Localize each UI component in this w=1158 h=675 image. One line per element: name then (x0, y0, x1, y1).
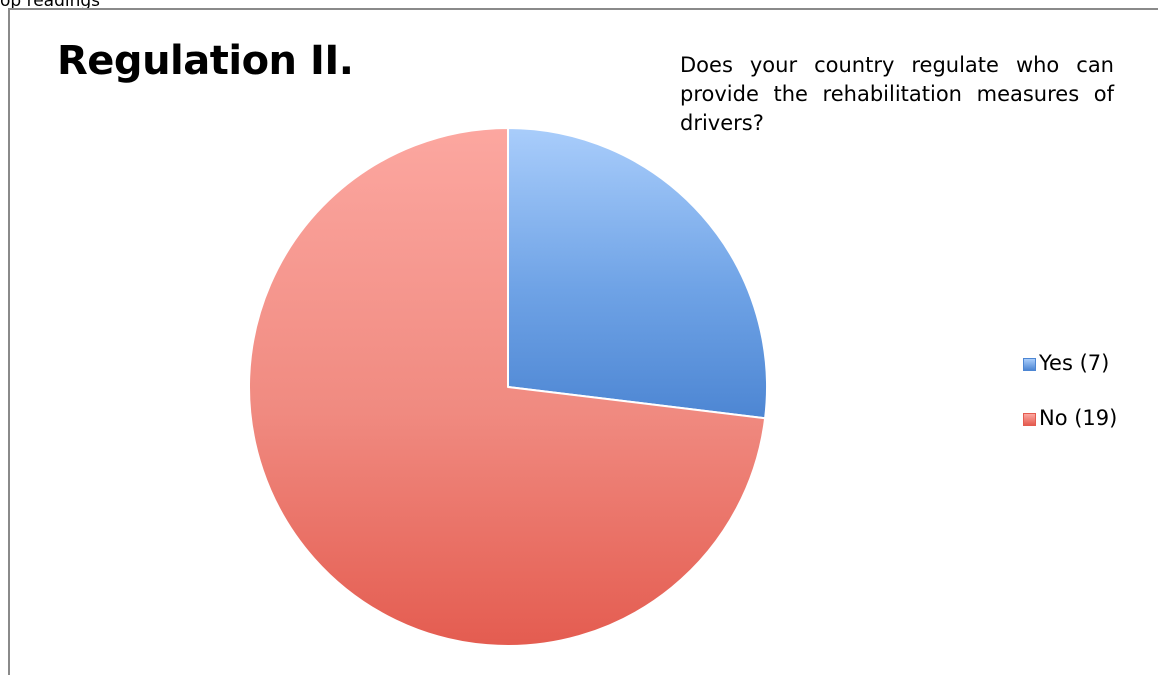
legend-swatch-no (1023, 412, 1036, 426)
chart-question: Does your country regulate who can provi… (680, 53, 1114, 135)
pie-slices (248, 127, 768, 647)
frame-border-top (8, 8, 1158, 10)
legend-item-no: No (19) (1023, 403, 1117, 433)
frame-border-left (8, 8, 10, 675)
pie-slice-no (248, 127, 767, 647)
legend-item-yes: Yes (7) (1023, 348, 1117, 378)
legend: Yes (7) No (19) (1023, 348, 1117, 458)
chart-title: Regulation II. (57, 38, 354, 84)
legend-label-no: No (19) (1039, 406, 1118, 430)
pie-slice-yes (507, 127, 768, 420)
legend-swatch-yes (1023, 357, 1036, 371)
top-caption: op readings (0, 0, 101, 11)
legend-label-yes: Yes (7) (1039, 351, 1110, 375)
